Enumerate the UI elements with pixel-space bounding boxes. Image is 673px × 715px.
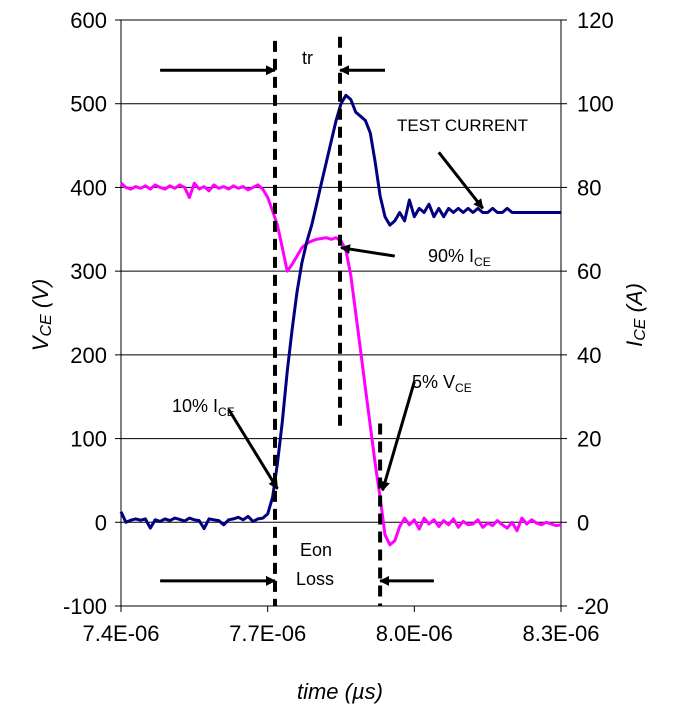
annotation-arrow xyxy=(380,381,416,492)
annotation-ice-10: 10% ICE xyxy=(172,396,235,419)
y-right-tick-label: 120 xyxy=(577,8,614,33)
x-tick-label: 8.0E-06 xyxy=(376,621,453,646)
annotation-ice-90-main: 90% I xyxy=(428,246,474,266)
x-axis-title: time (µs) xyxy=(297,679,383,704)
annotation-loss: Loss xyxy=(296,569,334,589)
tick-labels: -100 0 100 200 300 400 500 600 -20 0 20 40 60 80 100 12… xyxy=(63,8,614,646)
annotation-arrow xyxy=(227,408,279,490)
y-left-axis-title-main: V xyxy=(28,334,53,351)
y-left-tick-label: 600 xyxy=(70,8,107,33)
annotation-arrow xyxy=(340,244,396,258)
y-left-tick-label: 200 xyxy=(70,343,107,368)
y-left-axis-title: VCE (V) xyxy=(28,279,55,351)
markers-group xyxy=(160,36,484,606)
annotation-ice-10-main: 10% I xyxy=(172,396,218,416)
y-right-tick-label: -20 xyxy=(577,594,609,619)
axes xyxy=(115,19,567,612)
annotation-vce-5: 5% VCE xyxy=(412,372,472,395)
x-tick-label: 8.3E-06 xyxy=(522,621,599,646)
series-ice-line xyxy=(119,93,561,531)
y-right-tick-label: 100 xyxy=(577,92,614,117)
y-left-tick-label: 100 xyxy=(70,427,107,452)
y-right-tick-label: 40 xyxy=(577,343,601,368)
y-right-tick-label: 60 xyxy=(577,259,601,284)
annotation-vce-5-sub: CE xyxy=(455,381,472,395)
y-right-tick-label: 0 xyxy=(577,510,589,535)
series-group xyxy=(119,93,562,547)
annotation-tr: tr xyxy=(302,48,313,68)
x-tick-label: 7.7E-06 xyxy=(229,621,306,646)
annotation-ice-90: 90% ICE xyxy=(428,246,491,269)
y-left-axis-title-suffix: (V) xyxy=(28,279,53,314)
annotation-vce-5-main: 5% V xyxy=(412,372,455,392)
y-left-tick-label: 0 xyxy=(95,510,107,535)
y-left-tick-label: 300 xyxy=(70,259,107,284)
annotation-ice-90-sub: CE xyxy=(474,255,491,269)
y-right-tick-label: 80 xyxy=(577,175,601,200)
y-left-axis-title-sub: CE xyxy=(38,314,55,337)
y-left-tick-label: -100 xyxy=(63,594,107,619)
annotation-eon: Eon xyxy=(300,540,332,560)
y-right-axis-title-sub: CE xyxy=(632,318,649,341)
y-right-axis-title: ICE (A) xyxy=(622,283,649,347)
y-right-axis-title-main: I xyxy=(622,341,647,347)
x-tick-label: 7.4E-06 xyxy=(82,621,159,646)
y-right-axis-title-suffix: (A) xyxy=(622,283,647,318)
annotation-arrow xyxy=(437,151,484,210)
annotation-test-current: TEST CURRENT xyxy=(397,116,528,135)
annotation-ice-10-sub: CE xyxy=(218,405,235,419)
y-left-tick-label: 500 xyxy=(70,92,107,117)
y-left-tick-label: 400 xyxy=(70,175,107,200)
y-right-tick-label: 20 xyxy=(577,427,601,452)
